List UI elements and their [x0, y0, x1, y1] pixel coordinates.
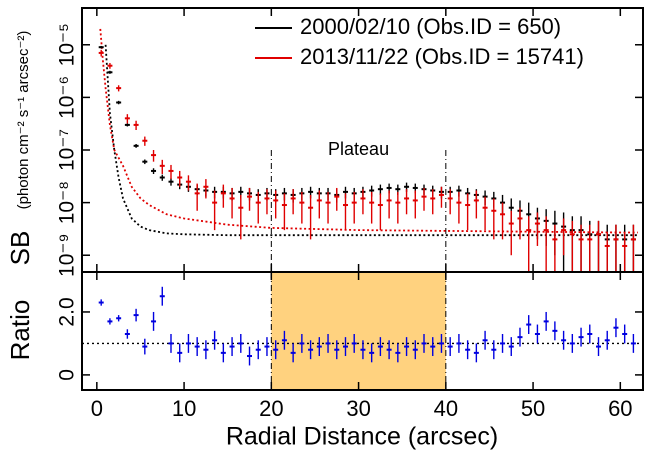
y-axis-label: Ratio	[5, 300, 35, 361]
x-tick-label: 20	[259, 396, 283, 421]
legend-label: 2013/11/22 (Obs.ID = 15741)	[300, 44, 584, 69]
model-curve	[99, 28, 638, 234]
x-tick-label: 30	[346, 396, 370, 421]
shaded-region	[271, 272, 446, 390]
y-axis-units: (photon cm⁻² s⁻¹ arcsec⁻²)	[15, 31, 32, 210]
y-tick-label: 2.0	[56, 297, 79, 326]
x-tick-label: 60	[608, 396, 632, 421]
y-tick-label: 10⁻⁹	[56, 234, 79, 277]
x-axis-label: Radial Distance (arcsec)	[226, 423, 498, 451]
y-axis-label: SB	[5, 231, 35, 266]
plot-frame	[81, 271, 644, 391]
annotation: Plateau	[328, 139, 389, 159]
x-tick-label: 40	[434, 396, 458, 421]
x-tick-label: 0	[91, 396, 103, 421]
x-tick-label: 10	[172, 396, 196, 421]
y-tick-label: 10⁻⁵	[56, 23, 79, 66]
y-tick-label: 0	[56, 369, 79, 381]
x-tick-label: 50	[521, 396, 545, 421]
legend-label: 2000/02/10 (Obs.ID = 650)	[300, 14, 561, 39]
y-tick-label: 10⁻⁸	[56, 181, 79, 224]
y-tick-label: 10⁻⁶	[56, 76, 79, 119]
y-tick-label: 10⁻⁷	[56, 129, 79, 171]
